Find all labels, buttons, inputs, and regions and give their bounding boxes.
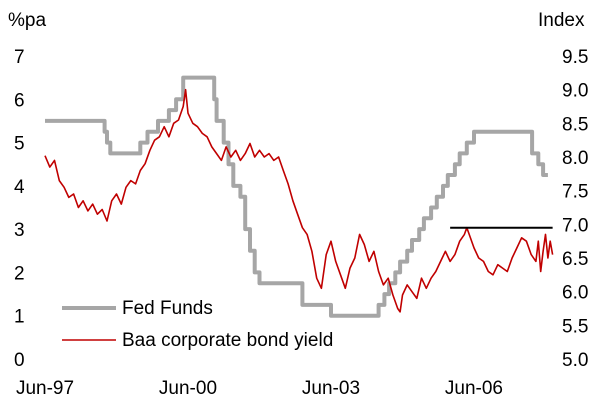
right-tick-label: 7.0 (562, 215, 588, 236)
right-tick-label: 7.5 (562, 182, 588, 203)
right-tick-label: 5.5 (562, 316, 588, 337)
right-tick-label: 5.0 (562, 350, 588, 371)
right-tick-label: 9.5 (562, 47, 588, 68)
x-tick-label: Jun-00 (159, 378, 217, 399)
baa-yield-line (44, 88, 554, 313)
legend-label: Baa corporate bond yield (122, 330, 333, 351)
plot-area (44, 75, 554, 318)
x-tick-label: Jun-97 (16, 378, 74, 399)
left-axis-unit-label: %pa (8, 10, 46, 31)
left-tick-label: 7 (14, 47, 25, 68)
x-tick-label: Jun-06 (445, 378, 503, 399)
legend-label: Fed Funds (122, 298, 213, 319)
legend: Fed Funds Baa corporate bond yield (62, 298, 333, 351)
left-tick-label: 5 (14, 134, 25, 155)
left-tick-label: 3 (14, 220, 25, 241)
right-axis-unit-label: Index (538, 10, 585, 31)
left-tick-label: 4 (14, 177, 25, 198)
right-tick-label: 8.5 (562, 114, 588, 135)
right-tick-label: 8.0 (562, 148, 588, 169)
right-axis-ticks: 5.0 5.5 6.0 6.5 7.0 7.5 8.0 8.5 9.0 9.5 (562, 47, 588, 371)
right-tick-label: 6.0 (562, 283, 588, 304)
left-tick-label: 6 (14, 90, 25, 111)
left-tick-label: 1 (14, 307, 25, 328)
fed-funds-line (45, 75, 548, 318)
right-tick-label: 9.0 (562, 81, 588, 102)
left-tick-label: 0 (14, 350, 25, 371)
right-tick-label: 6.5 (562, 249, 588, 270)
left-tick-label: 2 (14, 263, 25, 284)
x-axis-ticks: Jun-97 Jun-00 Jun-03 Jun-06 (16, 378, 503, 399)
x-tick-label: Jun-03 (302, 378, 360, 399)
left-axis-ticks: 0 1 2 3 4 5 6 7 (14, 47, 25, 371)
